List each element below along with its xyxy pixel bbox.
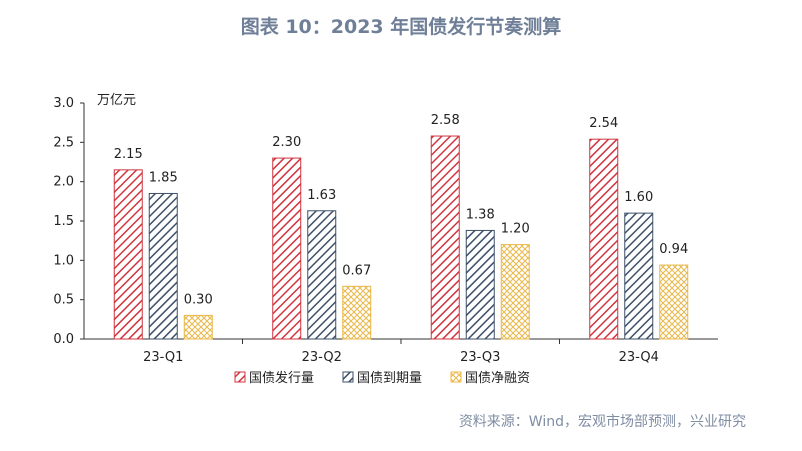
bar-issue-23-q1: [113, 169, 143, 340]
x-tick-label: 23-Q2: [302, 350, 342, 365]
data-label: 0.30: [184, 292, 213, 307]
y-tick-label: 1.0: [53, 253, 74, 268]
y-tick-label: 2.0: [53, 175, 74, 190]
y-tick-label: 3.0: [53, 96, 74, 111]
bar-maturity-23-q4: [624, 212, 654, 340]
bar-net-23-q4: [659, 264, 689, 340]
bar-net-23-q3: [500, 244, 530, 340]
x-tick-label: 23-Q3: [460, 350, 500, 365]
legend-swatch-maturity: [342, 371, 354, 383]
bar-issue-23-q3: [430, 135, 460, 340]
chart-title: 图表 10：2023 年国债发行节奏测算: [240, 16, 562, 38]
x-tick-label: 23-Q1: [143, 350, 183, 365]
legend: 国债发行量 国债到期量 国债净融资: [234, 370, 530, 386]
data-label: 2.54: [589, 116, 618, 131]
legend-label-net: 国债净融资: [465, 371, 530, 386]
data-label: 1.20: [501, 222, 530, 237]
bars: 2.15 1.85 0.30 2.30 1.63 0.67 2.58 1.38 1.20 2.54…: [113, 113, 689, 340]
source-note: 资料来源：Wind，宏观市场部预测，兴业研究: [458, 414, 746, 430]
bar-net-23-q1: [183, 314, 213, 340]
y-tick-label: 2.5: [53, 135, 74, 150]
data-label: 1.38: [466, 207, 495, 222]
bar-maturity-23-q1: [148, 192, 178, 340]
data-label: 2.58: [431, 113, 460, 128]
y-tick-label: 0.5: [53, 293, 74, 308]
bar-issue-23-q2: [272, 157, 302, 340]
legend-swatch-issue: [234, 371, 246, 383]
bar-issue-23-q4: [589, 138, 619, 340]
data-label: 0.67: [342, 263, 371, 278]
data-label: 1.63: [307, 188, 336, 203]
axes: 0.0 0.5 1.0 1.5 2.0 2.5 3.0 23-Q1 23-Q2 23-Q3 23-Q…: [53, 96, 718, 365]
data-label: 1.85: [149, 170, 178, 185]
bar-net-23-q2: [342, 285, 372, 340]
data-label: 1.60: [624, 190, 653, 205]
y-tick-label: 0.0: [53, 332, 74, 347]
data-label: 2.15: [114, 147, 143, 162]
bar-maturity-23-q2: [307, 210, 337, 340]
legend-swatch-net: [450, 371, 462, 383]
legend-label-issue: 国债发行量: [249, 370, 314, 386]
x-tick-label: 23-Q4: [619, 350, 659, 365]
data-label: 0.94: [659, 242, 688, 257]
data-label: 2.30: [272, 135, 301, 150]
y-unit-label: 万亿元: [97, 93, 136, 108]
legend-label-maturity: 国债到期量: [357, 371, 422, 386]
y-tick-label: 1.5: [53, 214, 74, 229]
bar-maturity-23-q3: [465, 229, 495, 340]
